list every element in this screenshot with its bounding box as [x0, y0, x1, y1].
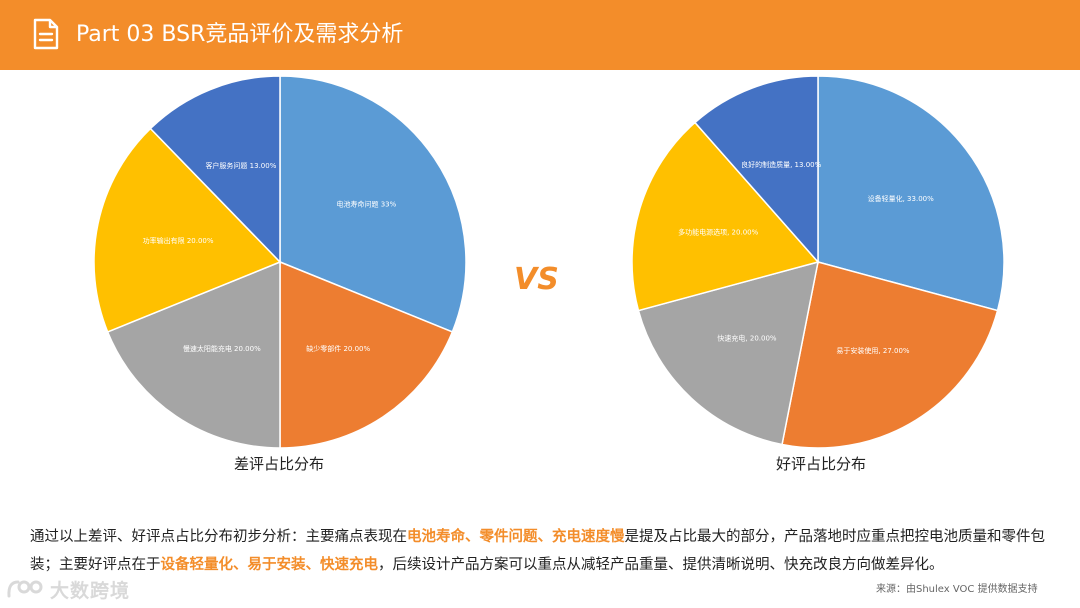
summary-part-3: ，后续设计产品方案可以重点从减轻产品重量、提供清晰说明、快充改良方向做差异化。: [378, 557, 944, 573]
pie-1-slice-3: [631, 121, 820, 312]
pie-1-slice-4: [693, 75, 819, 264]
pie-1-slice-1: [781, 261, 999, 449]
summary-highlight-praise-points: 设备轻量化、易于安装、快速充电: [160, 557, 379, 573]
logo-text: 大数跨境: [50, 580, 131, 602]
pie-1-slice-0: [817, 75, 1005, 312]
summary-text: 通过以上差评、好评点占比分布初步分析：主要痛点表现在电池寿命、零件问题、充电速度…: [30, 523, 1060, 579]
pie-1-label-1: 易于安装使用, 27.00%: [836, 346, 909, 355]
pie-0-label-0: 电池寿命问题 33%: [337, 199, 397, 208]
pie-1-slice-2: [637, 260, 819, 446]
header-bar: Part 03 BSR竞品评价及需求分析: [0, 0, 1080, 70]
page-title: Part 03 BSR竞品评价及需求分析: [76, 22, 404, 47]
logo: 大数跨境: [6, 574, 146, 604]
pie-0-label-2: 慢速太阳能充电 20.00%: [183, 344, 261, 353]
vs-label: VS: [514, 262, 559, 297]
pie-0-label-4: 客户服务问题 13.00%: [205, 161, 276, 170]
logo-mark-icon: [7, 580, 43, 598]
summary-part-1: 通过以上差评、好评点占比分布初步分析：主要痛点表现在: [30, 529, 407, 545]
pie-1-label-4: 良好的制造质量, 13.00%: [741, 160, 821, 169]
summary-part-2: 是提及占比最大的部分，产品落地时应重点把控电池质量和零件包装；主要好评点在于: [30, 529, 1045, 573]
pie-0-slice-0: [279, 75, 467, 333]
pie-0-slice-2: [106, 260, 281, 449]
bad-review-chart-title: 差评占比分布: [234, 455, 325, 473]
good-review-chart-title: 好评占比分布: [776, 455, 867, 473]
pie-1-label-2: 快速充电, 20.00%: [717, 334, 776, 343]
document-icon: [33, 18, 59, 50]
pie-0-label-1: 缺少零部件 20.00%: [306, 344, 370, 353]
pie-0-slice-4: [149, 75, 281, 264]
pie-0-slice-3: [93, 127, 282, 333]
source-note: 来源：由Shulex VOC 提供数据支持: [876, 584, 1038, 595]
pie-1-label-3: 多功能电源选项, 20.00%: [678, 228, 758, 237]
pie-0-label-3: 功率输出有限 20.00%: [143, 236, 214, 245]
summary-highlight-pain-points: 电池寿命、零件问题、充电速度慢: [407, 529, 625, 545]
pie-0-slice-1: [279, 260, 454, 449]
pie-1-label-0: 设备轻量化, 33.00%: [868, 194, 934, 203]
